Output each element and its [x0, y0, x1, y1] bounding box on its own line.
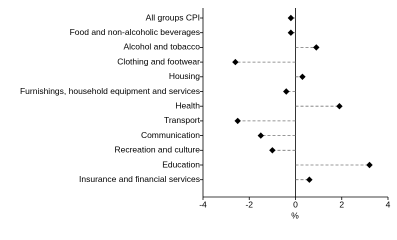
marker [336, 103, 343, 110]
marker [283, 88, 290, 95]
marker [269, 147, 276, 154]
x-tick-label: 4 [386, 199, 391, 209]
y-tick-label: Food and non-alcoholic beverages [70, 27, 200, 37]
x-tick-label: 0 [293, 199, 298, 209]
marker [287, 14, 295, 22]
y-tick-label: Housing [169, 71, 200, 81]
marker [232, 58, 239, 66]
y-tick-label: Insurance and financial services [79, 174, 200, 184]
y-tick-label: All groups CPI [146, 12, 200, 22]
y-tick-label: Alcohol and tobacco [123, 42, 200, 52]
y-tick-label: Education [162, 159, 200, 169]
marker [366, 161, 373, 169]
marker [313, 44, 320, 51]
y-tick-label: Communication [141, 130, 200, 140]
x-axis-label: % [291, 210, 299, 220]
y-tick-label: Recreation and culture [114, 145, 200, 155]
x-tick-label: 2 [339, 199, 344, 209]
x-tick-label: -2 [245, 199, 253, 209]
y-tick-label: Health [175, 100, 200, 110]
marker [306, 176, 313, 183]
y-tick-label: Transport [164, 115, 201, 125]
y-tick-label: Furnishings, household equipment and ser… [20, 86, 200, 96]
marker [257, 132, 265, 139]
x-tick-label: -4 [199, 199, 207, 209]
marker [234, 117, 241, 125]
marker [299, 73, 306, 80]
chart: % -4 -2 0 2 4 All groups CPI Food and non-alco… [20, 8, 391, 220]
marker [287, 29, 295, 36]
y-tick-label: Clothing and footwear [117, 56, 200, 66]
